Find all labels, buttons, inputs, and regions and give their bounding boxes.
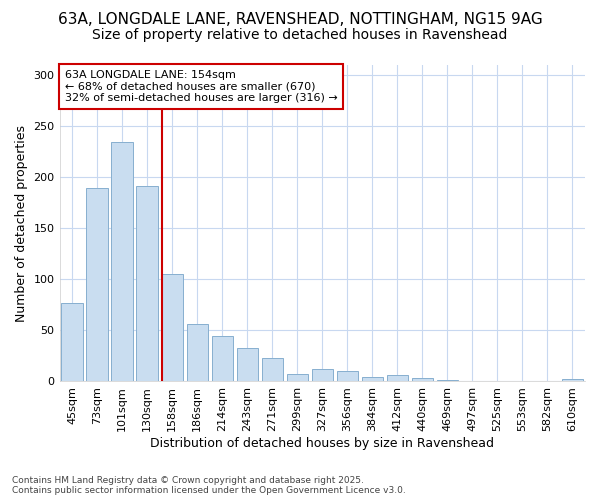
Bar xyxy=(136,186,158,382)
Bar xyxy=(86,188,108,382)
Bar xyxy=(337,371,358,382)
Bar xyxy=(161,274,183,382)
Bar xyxy=(387,376,408,382)
Bar xyxy=(311,369,333,382)
X-axis label: Distribution of detached houses by size in Ravenshead: Distribution of detached houses by size … xyxy=(150,437,494,450)
Bar xyxy=(61,303,83,382)
Bar xyxy=(437,380,458,382)
Text: 63A, LONGDALE LANE, RAVENSHEAD, NOTTINGHAM, NG15 9AG: 63A, LONGDALE LANE, RAVENSHEAD, NOTTINGH… xyxy=(58,12,542,28)
Y-axis label: Number of detached properties: Number of detached properties xyxy=(15,124,28,322)
Text: 63A LONGDALE LANE: 154sqm
← 68% of detached houses are smaller (670)
32% of semi: 63A LONGDALE LANE: 154sqm ← 68% of detac… xyxy=(65,70,338,103)
Bar xyxy=(412,378,433,382)
Bar xyxy=(362,378,383,382)
Bar xyxy=(187,324,208,382)
Bar xyxy=(287,374,308,382)
Bar xyxy=(112,142,133,382)
Bar xyxy=(562,380,583,382)
Bar xyxy=(262,358,283,382)
Bar xyxy=(212,336,233,382)
Text: Size of property relative to detached houses in Ravenshead: Size of property relative to detached ho… xyxy=(92,28,508,42)
Text: Contains HM Land Registry data © Crown copyright and database right 2025.
Contai: Contains HM Land Registry data © Crown c… xyxy=(12,476,406,495)
Bar xyxy=(236,348,258,382)
